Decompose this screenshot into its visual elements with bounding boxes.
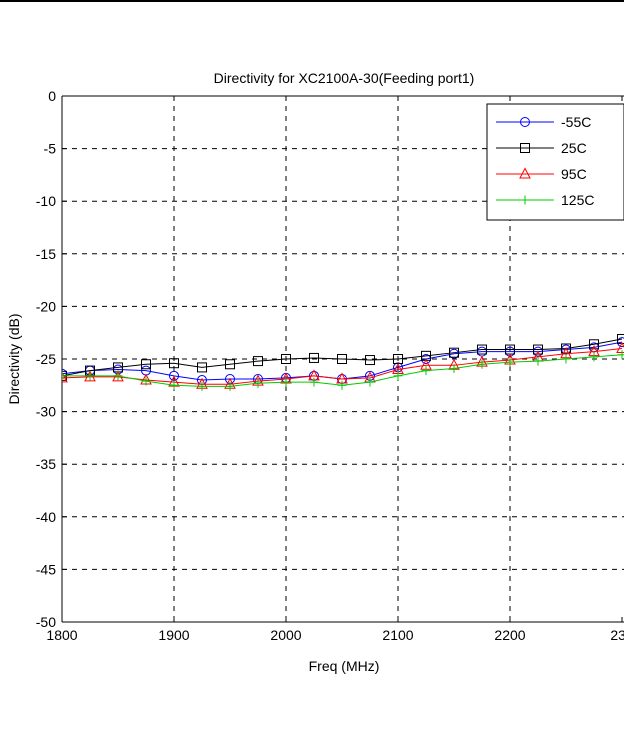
data-point-125c	[309, 377, 319, 387]
data-point-25c	[197, 362, 207, 373]
data-point-125c	[365, 377, 375, 387]
legend-marker-125c	[520, 195, 530, 205]
data-point-125c	[505, 357, 515, 367]
y-tick-label: -10	[36, 193, 56, 209]
y-tick-label: -20	[36, 298, 56, 314]
series-layer	[62, 334, 624, 391]
x-tick-label: 2000	[270, 627, 301, 643]
data-point-125c	[62, 371, 67, 381]
data-point-125c	[225, 381, 235, 391]
y-tick-label: -25	[36, 351, 56, 367]
data-point-25c	[309, 352, 319, 363]
y-tick-label: -5	[44, 141, 57, 157]
data-point-125c	[169, 380, 179, 390]
y-tick-label: -30	[36, 404, 56, 420]
data-point-125c	[113, 371, 123, 381]
legend-marker-95c	[519, 167, 531, 179]
y-tick-label: -50	[36, 614, 56, 630]
data-point-125c	[141, 376, 151, 386]
data-point-125c	[85, 371, 95, 381]
y-tick-label: 0	[48, 88, 56, 104]
series-line-95c	[62, 347, 623, 385]
data-point-25c	[365, 355, 375, 366]
data-point-25c	[337, 354, 347, 364]
data-point-25c	[225, 359, 235, 370]
legend-marker-55c	[520, 117, 530, 127]
y-tick-label: -15	[36, 246, 56, 262]
chart-title: Directivity for XC2100A-30(Feeding port1…	[214, 70, 475, 86]
data-point-125c	[197, 381, 207, 391]
data-point-125c	[449, 363, 459, 373]
data-point-25c	[561, 343, 571, 354]
x-tick-label: 1900	[158, 627, 189, 643]
data-point-25c	[533, 344, 543, 355]
data-point-125c	[281, 377, 291, 387]
series-125c	[62, 350, 624, 391]
legend-label-55c: -55C	[561, 114, 591, 130]
data-point-55c	[169, 370, 179, 381]
legend-label-125c: 125C	[561, 192, 594, 208]
data-point-25c	[281, 354, 291, 364]
data-point-125c	[617, 350, 624, 360]
top-border-line	[0, 0, 624, 2]
data-point-125c	[337, 380, 347, 390]
data-point-25c	[589, 339, 599, 350]
legend-box	[486, 103, 624, 221]
data-point-125c	[477, 359, 487, 369]
data-point-95c	[62, 371, 68, 383]
x-tick-label: 230	[610, 627, 624, 643]
data-point-25c	[253, 356, 263, 367]
y-tick-label: -40	[36, 509, 56, 525]
data-point-125c	[533, 356, 543, 366]
tick-layer: 180019002000210022002300-5-10-15-20-25-3…	[36, 88, 624, 643]
data-point-25c	[141, 359, 151, 370]
y-tick-label: -35	[36, 456, 56, 472]
y-tick-label: -45	[36, 561, 56, 577]
legend-label-25c: 25C	[561, 140, 587, 156]
legend-label-95c: 95C	[561, 166, 587, 182]
legend: -55C 25C 95C 125C	[486, 103, 624, 221]
series-line-25c	[62, 338, 623, 377]
data-point-125c	[561, 354, 571, 364]
x-tick-label: 1800	[46, 627, 77, 643]
data-point-25c	[477, 344, 487, 355]
x-tick-label: 2100	[382, 627, 413, 643]
x-tick-label: 2200	[494, 627, 525, 643]
data-point-125c	[589, 352, 599, 362]
data-point-125c	[421, 366, 431, 376]
y-axis-label: Directivity (dB)	[6, 313, 22, 404]
data-point-125c	[393, 371, 403, 381]
data-point-25c	[169, 358, 179, 369]
data-point-25c	[449, 347, 459, 358]
x-axis-label: Freq (MHz)	[309, 658, 380, 674]
data-point-125c	[253, 378, 263, 388]
legend-marker-25c	[520, 143, 530, 153]
